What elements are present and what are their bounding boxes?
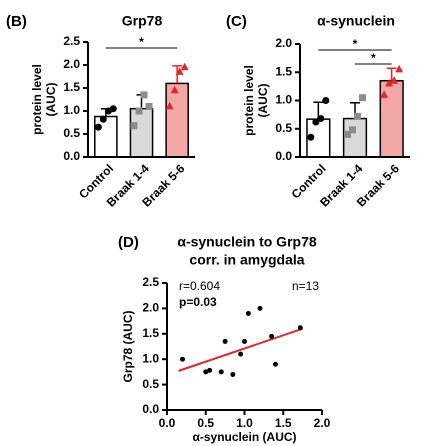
data-point <box>390 76 399 84</box>
data-point <box>130 122 138 130</box>
y-tick-label: 0.0 <box>63 149 80 163</box>
y-tick-label: 1.0 <box>142 351 159 365</box>
bar <box>129 107 154 158</box>
y-tick-label: 1.0 <box>275 93 292 107</box>
data-point <box>180 62 189 71</box>
p-annotation: p=0.03 <box>179 295 217 309</box>
x-tick-label: 0.0 <box>159 416 176 430</box>
data-point <box>180 356 185 362</box>
data-point <box>257 305 263 311</box>
data-point <box>230 371 236 377</box>
chart-title: Grp78 <box>122 13 163 29</box>
y-axis-label: protein level <box>242 65 256 136</box>
data-point <box>273 361 278 367</box>
data-point <box>238 351 244 357</box>
data-point <box>140 91 148 99</box>
data-point <box>109 105 117 113</box>
x-tick-label: 1.5 <box>275 416 292 430</box>
data-point <box>269 333 275 339</box>
fit-line <box>178 327 303 372</box>
y-axis-label: protein level <box>30 64 44 135</box>
y-tick-label: 1.5 <box>63 80 80 94</box>
data-point <box>322 97 330 104</box>
panel-label: (D) <box>118 234 139 251</box>
n-annotation: n=13 <box>292 279 319 293</box>
data-point <box>207 367 213 373</box>
data-point <box>312 118 320 126</box>
data-point <box>354 112 361 120</box>
x-tick-label: 1.0 <box>236 416 253 430</box>
x-tick-label: 2.0 <box>314 416 331 430</box>
y-tick-label: 2.0 <box>275 36 292 50</box>
y-tick-label: 1.5 <box>142 326 159 340</box>
bar <box>165 82 189 158</box>
y-tick-label: 2.0 <box>63 57 80 71</box>
y-tick-label: 2.5 <box>63 34 80 48</box>
data-point <box>145 102 153 110</box>
significance-label: * <box>139 35 144 49</box>
data-point <box>203 369 209 375</box>
y-axis-label: (AUC) <box>44 83 58 117</box>
panel-label: (B) <box>6 13 27 30</box>
data-point <box>380 90 389 98</box>
chart-title: α-synuclein to Grp78 <box>177 234 317 250</box>
y-tick-label: 0.0 <box>142 402 159 416</box>
y-axis-label: Grp78 (AUC) <box>121 310 135 382</box>
panel-label: (C) <box>226 13 247 30</box>
data-point <box>349 126 356 134</box>
data-point <box>99 115 107 123</box>
chart-title: α-synuclein <box>317 13 395 29</box>
data-point <box>242 338 247 344</box>
data-point <box>307 133 315 141</box>
y-tick-label: 1.5 <box>275 64 292 78</box>
y-tick-label: 0.5 <box>63 126 80 140</box>
y-axis-label: (AUC) <box>256 84 270 118</box>
data-point <box>170 85 179 94</box>
y-tick-label: 2.5 <box>142 275 159 289</box>
r-annotation: r=0.604 <box>179 279 220 293</box>
data-point <box>245 310 251 316</box>
data-point <box>135 107 143 115</box>
chart-title: corr. in amygdala <box>189 252 304 268</box>
bar <box>94 115 118 158</box>
error-bar <box>386 67 397 81</box>
data-point <box>165 101 174 110</box>
significance-label: * <box>371 51 376 65</box>
data-point <box>359 94 366 102</box>
data-point <box>222 338 228 344</box>
data-point <box>297 325 303 331</box>
data-point <box>344 130 351 138</box>
significance-label: * <box>353 37 358 51</box>
y-tick-label: 1.0 <box>63 103 80 117</box>
y-tick-label: 0.5 <box>275 121 292 135</box>
y-tick-label: 2.0 <box>142 301 159 315</box>
data-point <box>175 67 184 75</box>
data-point <box>218 369 224 375</box>
data-point <box>385 79 394 87</box>
x-tick-label: 0.5 <box>197 416 214 430</box>
y-tick-label: 0.5 <box>142 377 159 391</box>
data-point <box>395 64 404 73</box>
data-point <box>94 123 102 131</box>
y-tick-label: 0.0 <box>275 149 292 163</box>
data-point <box>317 115 325 123</box>
x-axis-label: α-synuclein (AUC) <box>192 430 296 444</box>
